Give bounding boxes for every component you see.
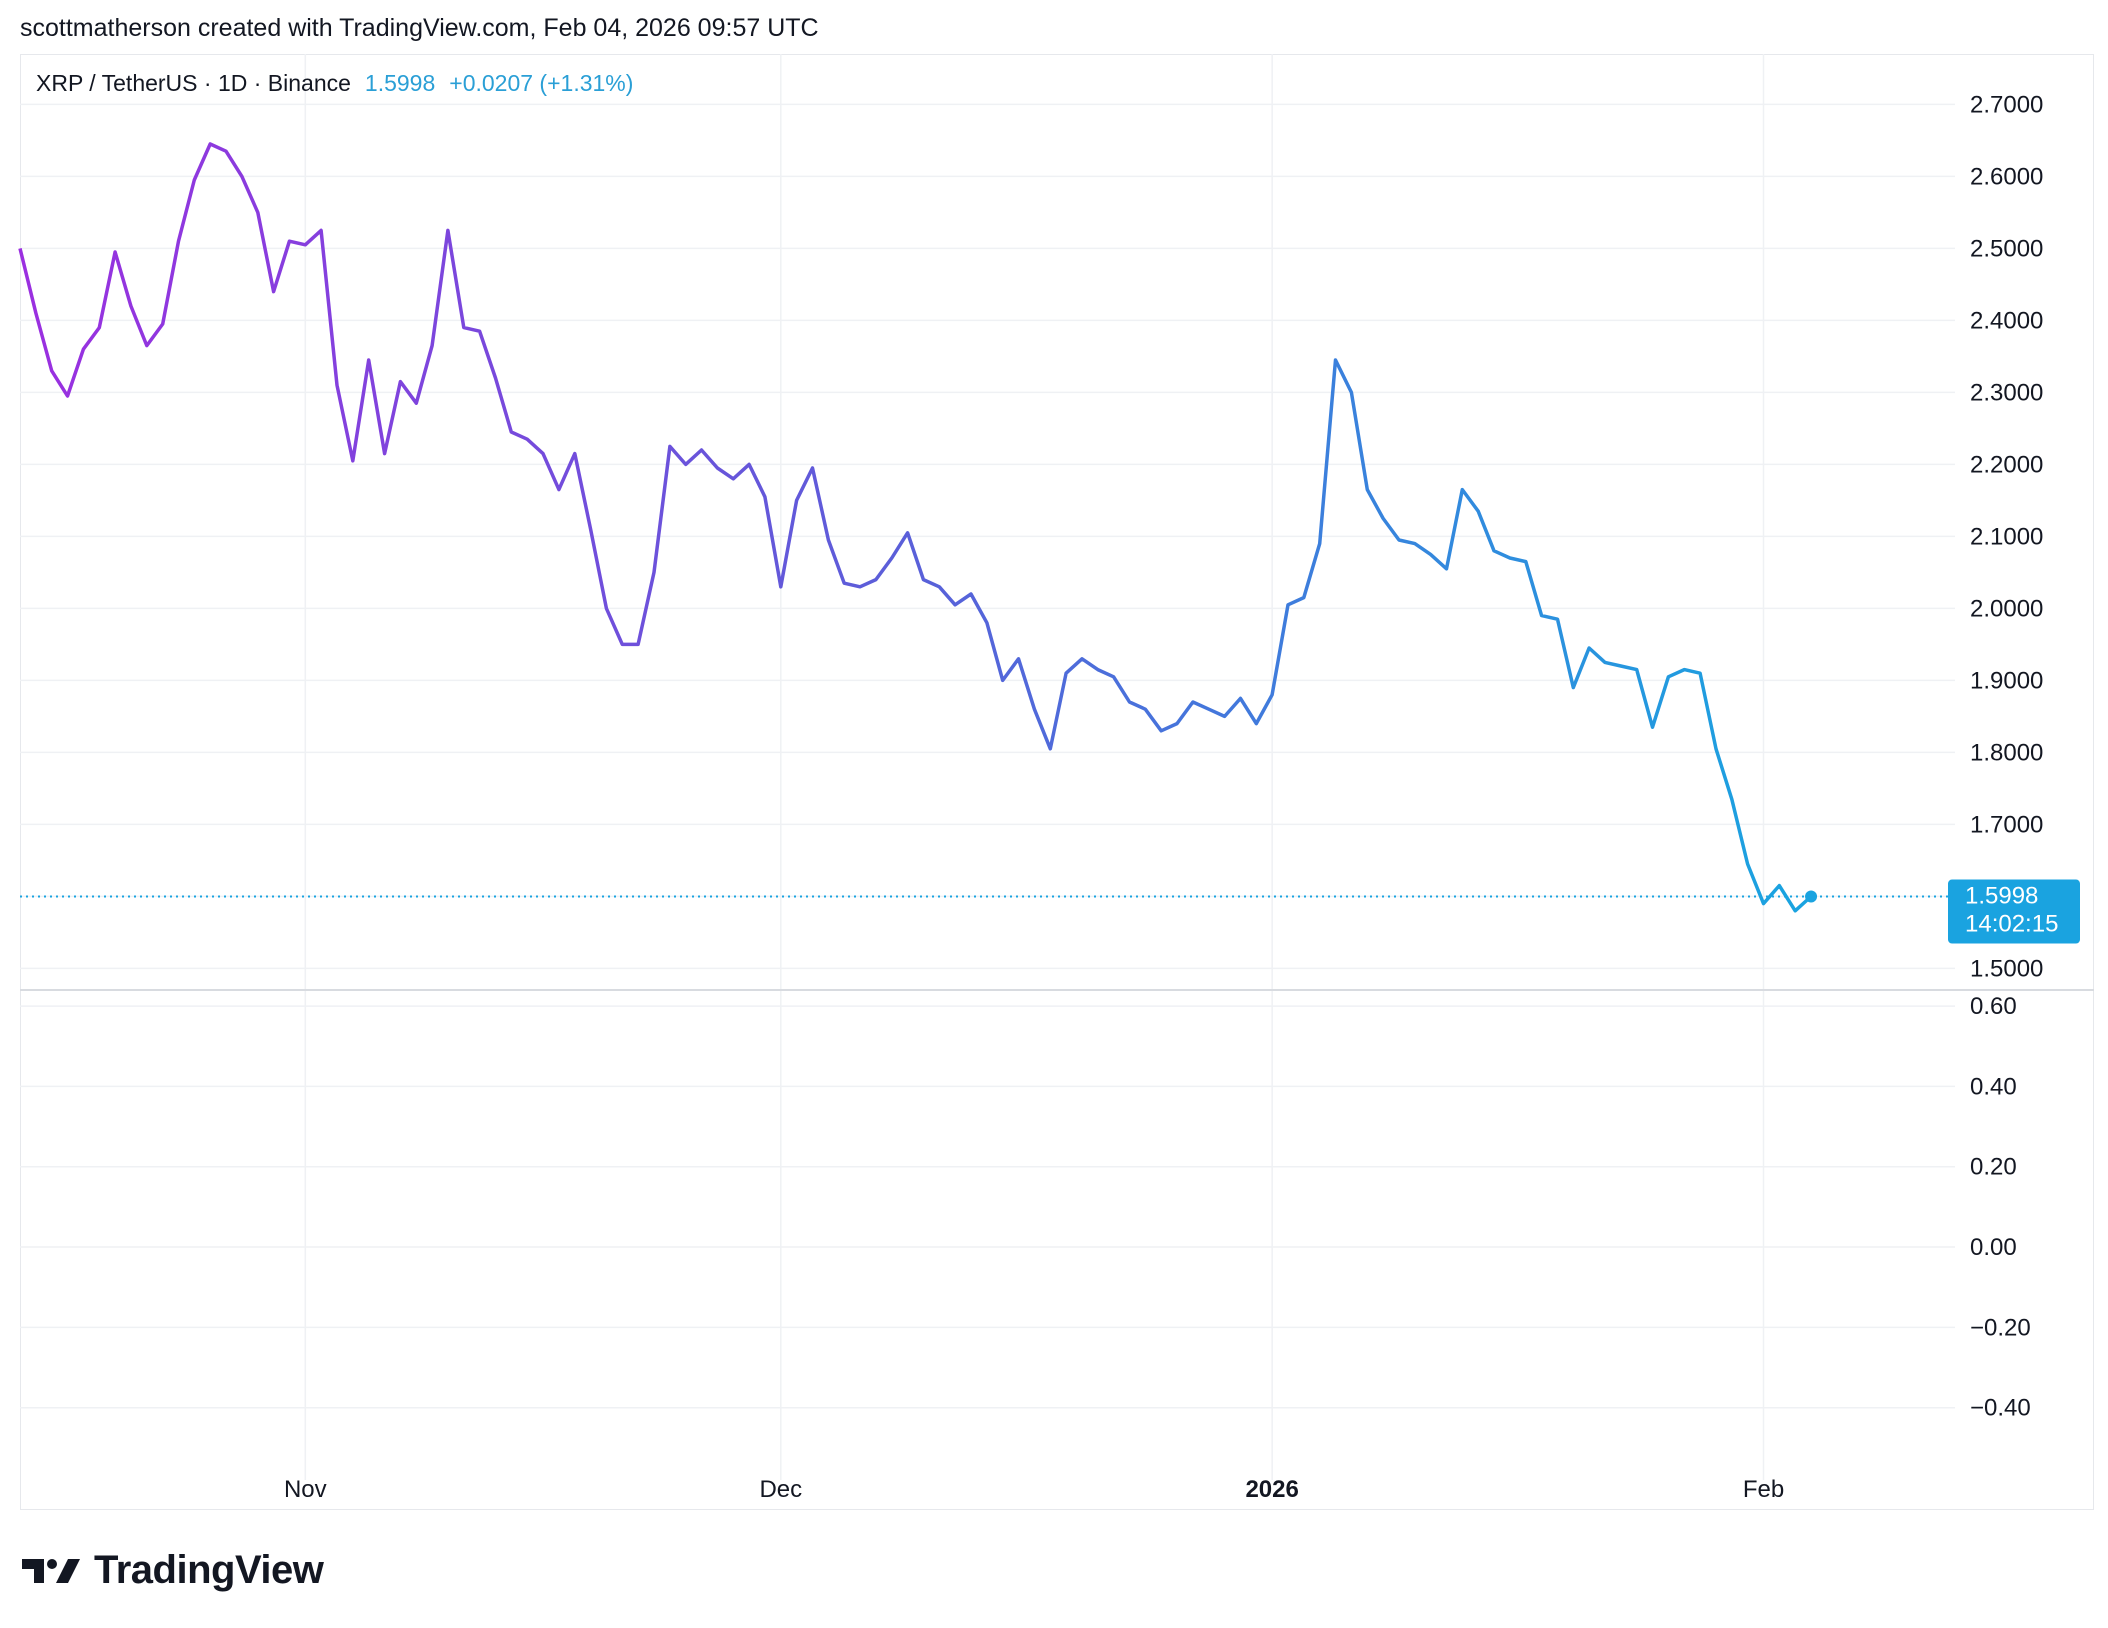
price-tick-label: 2.1000 [1970,523,2043,550]
price-tick-label: 1.5000 [1970,955,2043,982]
indicator-tick-label: 0.40 [1970,1073,2017,1100]
price-tag-value: 1.5998 [1965,883,2038,910]
price-tick-label: 2.5000 [1970,235,2043,262]
indicator-tick-label: 0.00 [1970,1234,2017,1261]
indicator-axis[interactable]: 0.60 0.40 0.20 0.00 −0.20 −0.40 [1970,993,2031,1422]
last-price-dot [1805,890,1818,903]
price-tick-label: 2.7000 [1970,91,2043,118]
time-tick-label: Nov [284,1476,327,1503]
price-tick-label: 1.8000 [1970,739,2043,766]
legend: XRP / TetherUS · 1D · Binance 1.5998 +0.… [36,70,633,97]
chart-caption: scottmatherson created with TradingView.… [20,14,819,42]
price-line [18,142,1813,913]
grid-lines [20,54,1955,1480]
price-tag-countdown: 14:02:15 [1965,911,2058,938]
indicator-tick-label: −0.40 [1970,1395,2031,1422]
indicator-tick-label: −0.20 [1970,1314,2031,1341]
price-tick-label: 2.0000 [1970,595,2043,622]
indicator-tick-label: 0.60 [1970,993,2017,1020]
price-points [20,144,1811,911]
time-axis[interactable]: Nov Dec 2026 Feb [284,1476,1784,1503]
time-tick-label: Feb [1743,1476,1784,1503]
time-tick-label: Dec [759,1476,802,1503]
price-tick-label: 2.6000 [1970,163,2043,190]
indicator-tick-label: 0.20 [1970,1154,2017,1181]
tradingview-logo-icon [22,1558,80,1583]
price-tick-label: 2.3000 [1970,379,2043,406]
price-tick-label: 2.4000 [1970,307,2043,334]
legend-change: +0.0207 (+1.31%) [449,70,634,96]
brand-name: TradingView [94,1548,324,1592]
price-tick-label: 2.2000 [1970,451,2043,478]
price-tick-label: 1.7000 [1970,811,2043,838]
time-tick-label: 2026 [1245,1476,1298,1503]
brand-logo[interactable]: TradingView [22,1548,324,1593]
price-tick-label: 1.9000 [1970,667,2043,694]
price-tag: 1.5998 14:02:15 [1948,879,2080,944]
chart-frame [20,54,2094,1510]
legend-symbol[interactable]: XRP / TetherUS · 1D · Binance [36,70,351,96]
price-axis[interactable]: 2.7000 2.6000 2.5000 2.4000 2.3000 2.2000 2.10… [1970,91,2043,982]
legend-last-price: 1.5998 [364,70,436,96]
